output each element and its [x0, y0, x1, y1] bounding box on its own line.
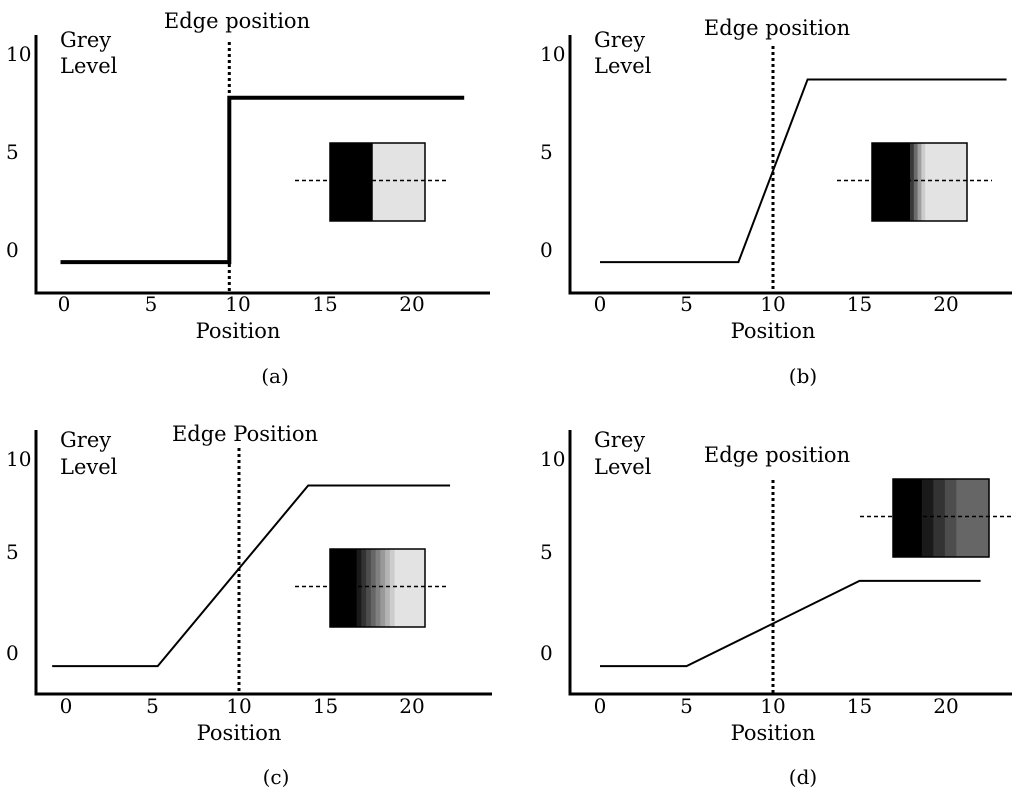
x-tick-label: 20	[399, 694, 424, 718]
x-tick-label: 0	[58, 292, 71, 316]
panel-c: 0 5 10 0 5 10 15 20 Grey Level Position Edge Positi…	[6, 422, 492, 787]
edge-image-band	[917, 143, 922, 221]
x-tick-label: 5	[146, 694, 159, 718]
x-tick-label: 0	[594, 292, 607, 316]
y-axis-label-line1: Grey	[60, 428, 111, 452]
edge-position-label: Edge position	[704, 16, 850, 40]
edge-image-band	[925, 143, 968, 221]
edge-image-frame	[892, 478, 990, 558]
grey-level-profile-line	[600, 78, 1007, 264]
edge-position-label: Edge position	[164, 9, 310, 33]
x-axis-label: Position	[731, 721, 816, 745]
edge-image-frame	[329, 548, 426, 628]
y-tick-label: 0	[540, 641, 553, 665]
panel-caption: (b)	[789, 364, 817, 388]
edge-image-band	[366, 549, 372, 627]
panel-caption: (d)	[789, 765, 817, 787]
y-axis-label-line2: Level	[60, 455, 118, 479]
edge-position-label: Edge Position	[172, 422, 318, 446]
panel-caption: (a)	[261, 364, 289, 388]
grey-level-profile-line	[600, 579, 981, 668]
edge-image-band	[394, 549, 426, 627]
edge-image-band	[921, 479, 934, 557]
edge-image-band	[372, 143, 426, 221]
panel-caption: (c)	[263, 765, 290, 787]
edge-image-frame	[329, 142, 426, 222]
edge-image-band	[872, 143, 911, 221]
y-tick-label: 0	[6, 238, 19, 262]
grey-level-profile-line	[60, 95, 465, 265]
x-axis-label: Position	[731, 319, 816, 343]
y-tick-label: 5	[540, 540, 553, 564]
edge-image-band	[921, 143, 926, 221]
edge-image-band	[370, 549, 377, 627]
y-tick-label: 5	[6, 140, 19, 164]
x-tick-label: 10	[225, 292, 250, 316]
y-tick-label: 10	[6, 42, 31, 66]
x-tick-label: 5	[145, 292, 158, 316]
x-tick-label: 0	[60, 694, 73, 718]
edge-image-band	[380, 549, 386, 627]
edge-image-band	[944, 479, 957, 557]
edge-image-band	[356, 549, 362, 627]
x-tick-label: 15	[847, 694, 872, 718]
edge-image-band	[330, 549, 358, 627]
y-tick-label: 0	[540, 238, 553, 262]
x-axis-label: Position	[197, 721, 282, 745]
y-axis-label-line1: Grey	[594, 28, 645, 52]
edge-image-band	[375, 549, 381, 627]
panel-d: 0 5 10 0 5 10 15 20 Grey Level Position Edge positi…	[540, 428, 1013, 787]
x-tick-label: 10	[760, 694, 785, 718]
x-tick-label: 20	[399, 292, 424, 316]
x-tick-label: 10	[760, 292, 785, 316]
y-tick-label: 5	[6, 540, 19, 564]
edge-position-label: Edge position	[704, 443, 850, 467]
y-axis-label-line1: Grey	[594, 428, 645, 452]
y-axis-label-line2: Level	[594, 54, 652, 78]
x-tick-label: 10	[226, 694, 251, 718]
y-tick-label: 5	[540, 140, 553, 164]
x-tick-label: 5	[680, 292, 693, 316]
x-tick-label: 15	[313, 694, 338, 718]
edge-image-frame	[871, 142, 968, 222]
y-tick-label: 10	[6, 447, 31, 471]
edge-image-band	[385, 549, 391, 627]
x-tick-label: 0	[594, 694, 607, 718]
edge-image-band	[361, 549, 367, 627]
x-tick-label: 15	[312, 292, 337, 316]
x-tick-label: 20	[933, 292, 958, 316]
y-axis-label-line1: Grey	[60, 28, 111, 52]
edge-image-band	[956, 479, 990, 557]
edge-image-band	[910, 143, 915, 221]
edge-image-band	[330, 143, 374, 221]
edge-image-band	[933, 479, 946, 557]
y-tick-label: 0	[6, 641, 19, 665]
grey-level-profile-line	[52, 484, 451, 668]
y-axis-label-line2: Level	[60, 54, 118, 78]
y-tick-label: 10	[540, 447, 565, 471]
edge-image-band	[389, 549, 396, 627]
x-axis-label: Position	[196, 319, 281, 343]
y-axis-label-line2: Level	[594, 455, 652, 479]
x-tick-label: 5	[680, 694, 693, 718]
y-tick-label: 10	[540, 42, 565, 66]
edge-image-band	[913, 143, 919, 221]
x-tick-label: 20	[933, 694, 958, 718]
edge-image-band	[893, 479, 923, 557]
x-tick-label: 15	[847, 292, 872, 316]
